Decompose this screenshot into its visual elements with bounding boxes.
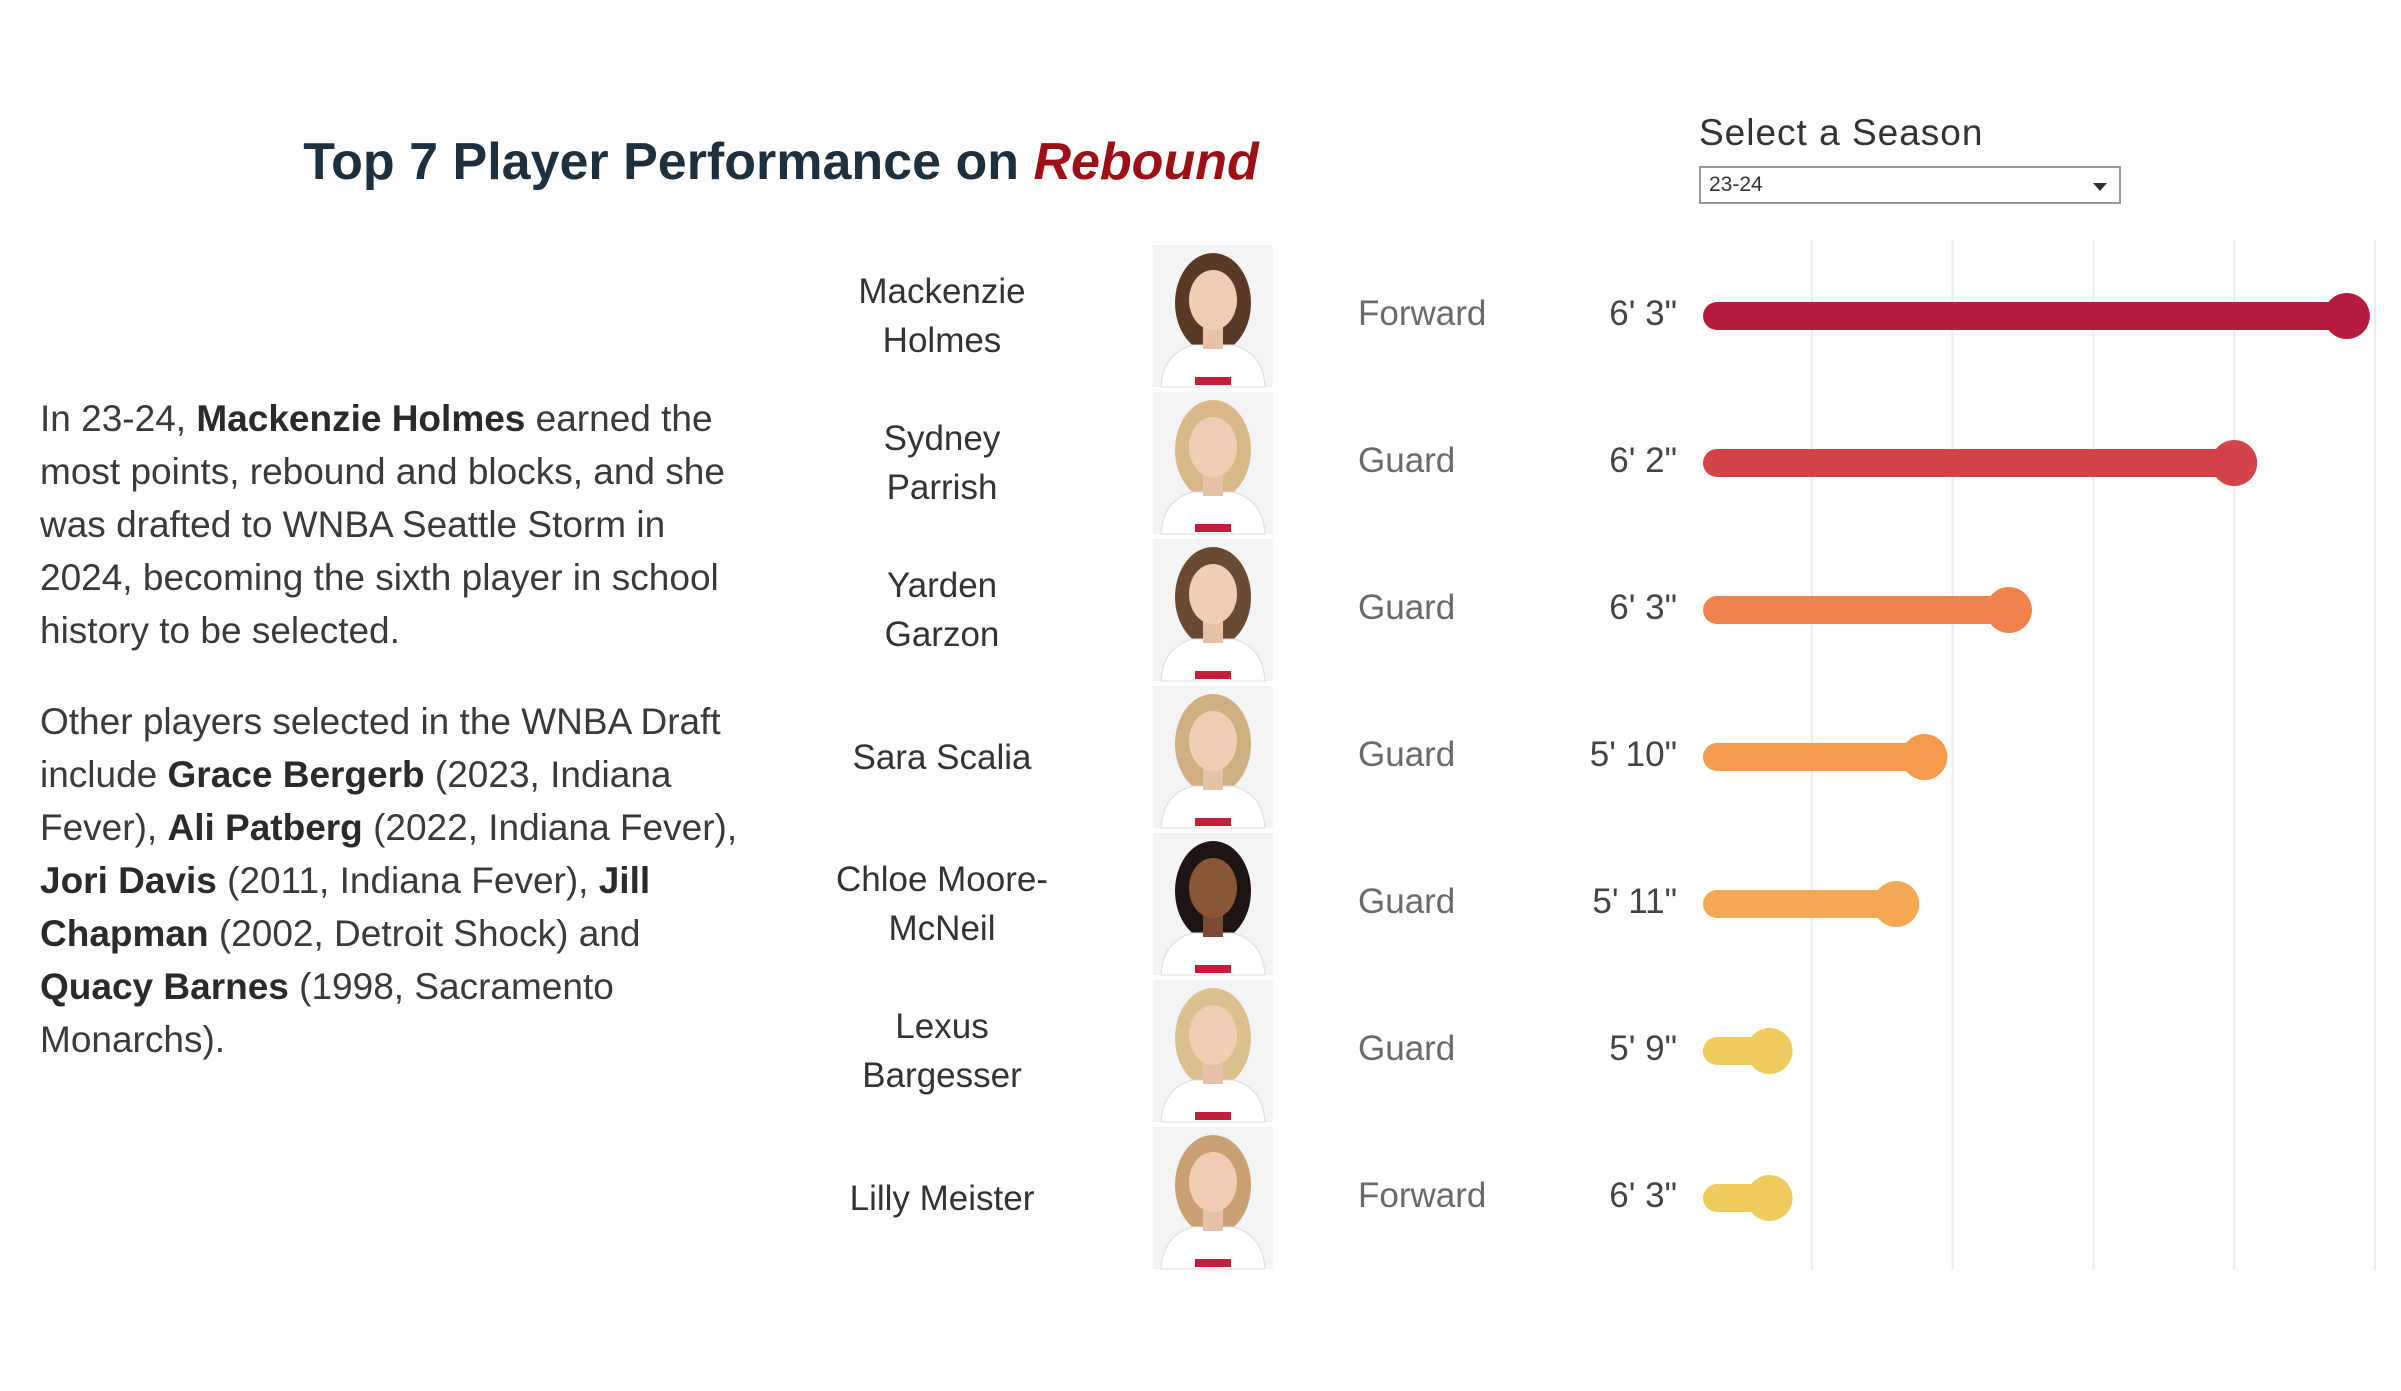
player-photo — [1153, 245, 1273, 388]
player-name: Lilly Meister — [849, 1178, 1035, 1218]
player-photo — [1153, 392, 1273, 535]
player-position: Forward — [1358, 1176, 1487, 1215]
season-value: 23-24 — [1709, 173, 1763, 196]
neck — [1203, 1205, 1223, 1231]
player-photo — [1153, 980, 1273, 1123]
player-name: Yarden Garzon — [884, 566, 1000, 654]
player-name: Sara Scalia — [852, 737, 1032, 777]
player-photo — [1153, 833, 1273, 976]
player-photo — [1153, 686, 1273, 829]
paragraph: Other players selected in the WNBA Draft… — [40, 695, 740, 1066]
lollipop-head — [2211, 440, 2258, 486]
text-run: (1998, Sacramento Monarchs). — [40, 966, 614, 1060]
season-label: Select a Season — [1699, 112, 1984, 153]
paragraph: In 23-24, Mackenzie Holmes earned the mo… — [40, 392, 740, 657]
player-height: 6' 3" — [1609, 294, 1677, 333]
bold-name: Ali Patberg — [167, 807, 363, 848]
title-metric: Rebound — [1033, 133, 1259, 191]
jersey — [1160, 638, 1266, 682]
face — [1189, 1152, 1237, 1212]
jersey-text — [1195, 377, 1231, 385]
jersey — [1160, 1226, 1266, 1270]
text-run: earned the most points, rebound and bloc… — [40, 398, 725, 651]
neck — [1203, 323, 1223, 349]
player-position: Guard — [1358, 588, 1456, 627]
narrative: In 23-24, Mackenzie Holmes earned the mo… — [40, 392, 740, 1104]
player-position: Guard — [1358, 1029, 1456, 1068]
player-height: 6' 3" — [1609, 588, 1677, 627]
player-name: Lexus Bargesser — [862, 1007, 1022, 1095]
jersey-text — [1195, 1259, 1231, 1267]
jersey-text — [1195, 524, 1231, 532]
jersey — [1160, 344, 1266, 388]
lollipop-head — [1746, 1175, 1793, 1221]
face — [1189, 1005, 1237, 1065]
lollipop-head — [1985, 587, 2032, 633]
bold-name: Mackenzie Holmes — [196, 398, 526, 439]
neck — [1203, 764, 1223, 790]
face — [1189, 858, 1237, 918]
jersey-text — [1195, 818, 1231, 826]
player-name: Mackenzie Holmes — [858, 272, 1026, 360]
jersey — [1160, 785, 1266, 829]
player-height: 6' 2" — [1609, 441, 1677, 480]
text-run: In 23-24, — [40, 398, 197, 439]
title-text: Top 7 Player Performance on — [303, 133, 1034, 191]
jersey — [1160, 1079, 1266, 1123]
lollipop-head — [1746, 1028, 1793, 1074]
bold-name: Quacy Barnes — [40, 966, 289, 1007]
bold-name: Jill Chapman — [40, 860, 651, 954]
text-run: (2011, Indiana Fever), — [216, 860, 599, 901]
player-photo — [1153, 1127, 1273, 1270]
neck — [1203, 617, 1223, 643]
neck — [1203, 911, 1223, 937]
face — [1189, 564, 1237, 624]
text-run: Other players selected in the WNBA Draft… — [40, 701, 721, 795]
jersey-text — [1195, 965, 1231, 973]
season-dropdown[interactable]: 23-24 — [1699, 166, 2121, 204]
player-name: Chloe Moore-McNeil — [835, 860, 1049, 948]
jersey — [1160, 932, 1266, 976]
dropdown-caret — [2093, 183, 2107, 191]
lollipop-head — [1873, 881, 1920, 927]
bold-name: Jori Davis — [40, 860, 217, 901]
text-run: (2022, Indiana Fever), — [362, 807, 738, 848]
lollipop-head — [1901, 734, 1948, 780]
player-position: Forward — [1358, 294, 1487, 333]
neck — [1203, 1058, 1223, 1084]
neck — [1203, 470, 1223, 496]
jersey-text — [1195, 1112, 1231, 1120]
player-height: 6' 3" — [1609, 1176, 1677, 1215]
player-position: Guard — [1358, 882, 1456, 921]
title: Top 7 Player Performance on Rebound — [0, 132, 1562, 192]
jersey-text — [1195, 671, 1231, 679]
player-height: 5' 9" — [1609, 1029, 1677, 1068]
player-photo — [1153, 539, 1273, 682]
player-height: 5' 11" — [1592, 882, 1677, 921]
text-run: (2023, Indiana Fever), — [40, 754, 672, 848]
player-height: 5' 10" — [1589, 735, 1677, 774]
player-name: Sydney Parrish — [883, 419, 1001, 507]
face — [1189, 711, 1237, 771]
player-position: Guard — [1358, 441, 1456, 480]
jersey — [1160, 491, 1266, 535]
text-run: (2002, Detroit Shock) and — [208, 913, 641, 954]
player-position: Guard — [1358, 735, 1456, 774]
face — [1189, 417, 1237, 477]
lollipop-head — [2323, 293, 2370, 339]
bold-name: Grace Bergerb — [167, 754, 425, 795]
face — [1189, 270, 1237, 330]
